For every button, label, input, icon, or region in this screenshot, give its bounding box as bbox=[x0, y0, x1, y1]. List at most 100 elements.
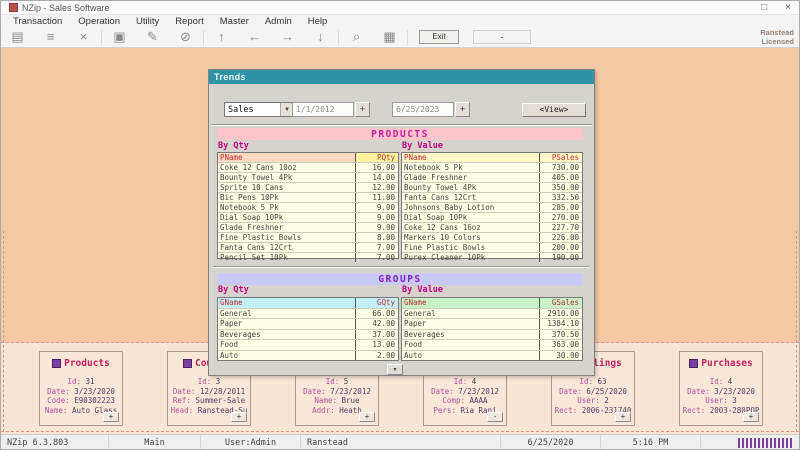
search-icon[interactable]: ⌕ bbox=[352, 29, 361, 44]
arrow-right-icon[interactable]: → bbox=[281, 29, 294, 44]
date-from-picker-button[interactable]: + bbox=[355, 102, 370, 117]
menu-item-help[interactable]: Help bbox=[307, 15, 328, 27]
card-products[interactable]: Products Id: 31 Date: 3/23/2020 Code: E9030… bbox=[39, 351, 123, 426]
trend-type-select[interactable]: Sales ▼ bbox=[224, 102, 294, 117]
table-row[interactable]: Fanta Cans 12Crt 332.50 bbox=[402, 193, 582, 203]
arrow-down-icon[interactable]: ↓ bbox=[317, 29, 324, 44]
dialog-titlebar[interactable]: Trends bbox=[209, 70, 594, 84]
table-row[interactable]: Glade Freshner 9.00 bbox=[218, 223, 398, 233]
table-row[interactable]: Johnsons Baby Lotion 285.00 bbox=[402, 203, 582, 213]
date-to-picker-button[interactable]: + bbox=[455, 102, 470, 117]
list-icon[interactable]: ≡ bbox=[46, 29, 55, 44]
column-header-value: PSales bbox=[540, 153, 582, 162]
table-row[interactable]: Bounty Towel 4Pk 14.00 bbox=[218, 173, 398, 183]
card-purchases[interactable]: Purchases Id: 4 Date: 3/23/2020 User: 3 Rect… bbox=[679, 351, 763, 426]
cell-name: Food bbox=[218, 340, 356, 350]
table-row[interactable]: Beverages 370.50 bbox=[402, 329, 582, 340]
card-title: Products bbox=[64, 357, 110, 369]
table-row[interactable]: General 2910.00 bbox=[402, 308, 582, 319]
card-field: Date: 12/28/2011 bbox=[168, 387, 250, 397]
table-row[interactable]: Bounty Towel 4Pk 350.00 bbox=[402, 183, 582, 193]
new-document-icon[interactable]: ▤ bbox=[11, 29, 24, 44]
field-label: Rect: bbox=[682, 405, 710, 415]
table-row[interactable]: Food 363.00 bbox=[402, 340, 582, 351]
table-row[interactable]: Paper 1384.10 bbox=[402, 319, 582, 330]
table-row[interactable]: Dial Soap 10Pk 9.00 bbox=[218, 213, 398, 223]
cell-value: 190.00 bbox=[551, 253, 579, 262]
status-segment: NZip 6.3.803 bbox=[1, 435, 109, 449]
cell-value: 370.50 bbox=[551, 329, 579, 339]
card-icon bbox=[182, 358, 192, 368]
table-row[interactable]: Food 13.00 bbox=[218, 340, 398, 351]
table-row[interactable]: Purex Cleaner 10Pk 190.00 bbox=[402, 253, 582, 262]
column-header-name: GName bbox=[402, 298, 540, 308]
card-expand-button[interactable]: + bbox=[231, 412, 247, 422]
table-row[interactable]: Paper 42.00 bbox=[218, 319, 398, 330]
field-value: 5 bbox=[343, 377, 349, 386]
table-row[interactable]: Fine Plastic Bowls 8.00 bbox=[218, 233, 398, 243]
chevron-down-icon[interactable]: ▼ bbox=[280, 103, 293, 116]
cell-value: 7.00 bbox=[376, 253, 395, 262]
menu-item-admin[interactable]: Admin bbox=[264, 15, 292, 27]
card-expand-button[interactable]: + bbox=[743, 412, 759, 422]
table-row[interactable]: Auto 30.00 bbox=[402, 350, 582, 360]
table-row[interactable]: Fanta Cans 12Crt 7.00 bbox=[218, 243, 398, 253]
field-value: 63 bbox=[597, 377, 607, 386]
card-field: Head: Ranstead-Su bbox=[168, 406, 250, 416]
table-row[interactable]: Bic Pens 10Pk 11.00 bbox=[218, 193, 398, 203]
cell-name: Fine Plastic Bowls bbox=[218, 233, 356, 242]
table-row[interactable]: Notebook 5 Pk 9.00 bbox=[218, 203, 398, 213]
table-row[interactable]: Markers 10 Colors 226.00 bbox=[402, 233, 582, 243]
cell-value: 66.00 bbox=[372, 308, 395, 318]
cell-name: Beverages bbox=[218, 329, 356, 339]
field-value: 12/28/2011 bbox=[199, 386, 246, 396]
arrow-up-icon[interactable]: ↑ bbox=[218, 29, 225, 44]
status-segment: 5:16 PM bbox=[601, 435, 701, 449]
cancel-icon[interactable]: ⊘ bbox=[180, 29, 191, 44]
exit-button[interactable]: Exit bbox=[419, 30, 459, 44]
save-icon[interactable]: ▣ bbox=[113, 29, 126, 44]
table-row[interactable]: Sprite 10 Cans 12.00 bbox=[218, 183, 398, 193]
card-expand-button[interactable]: + bbox=[103, 412, 119, 422]
cell-value: 405.00 bbox=[551, 173, 579, 182]
cell-value: 2.00 bbox=[376, 350, 395, 360]
table-row[interactable]: Auto 2.00 bbox=[218, 350, 398, 360]
maximize-icon[interactable]: □ bbox=[761, 1, 768, 13]
table-row[interactable]: Glade Freshner 405.00 bbox=[402, 173, 582, 183]
grid-icon[interactable]: ▦ bbox=[383, 29, 396, 44]
table-row[interactable]: General 66.00 bbox=[218, 308, 398, 319]
table-row[interactable]: Fine Plastic Bowls 200.00 bbox=[402, 243, 582, 253]
table-row[interactable]: Beverages 37.00 bbox=[218, 329, 398, 340]
card-expand-button[interactable]: - bbox=[487, 412, 503, 422]
card-field: Name: Auto Glass bbox=[40, 406, 122, 416]
table-row[interactable]: Notebook 5 Pk 730.00 bbox=[402, 163, 582, 173]
column-header-value: PQty bbox=[356, 153, 398, 162]
card-expand-button[interactable]: + bbox=[615, 412, 631, 422]
table-row[interactable]: Coke 12 Cans 10oz 16.00 bbox=[218, 163, 398, 173]
table-row[interactable]: Pencil Set 10Pk 7.00 bbox=[218, 253, 398, 262]
date-from-input[interactable]: 1/1/2012 bbox=[292, 102, 354, 117]
cell-name: Dial Soap 10Pk bbox=[402, 213, 540, 222]
toolbar-dropdown[interactable]: - bbox=[473, 30, 531, 44]
cell-value: 30.00 bbox=[556, 350, 579, 360]
pin-icon[interactable]: ✎ bbox=[147, 29, 158, 44]
products-by-qty-label: By Qty bbox=[218, 141, 249, 151]
arrow-left-icon[interactable]: ← bbox=[248, 29, 261, 44]
menu-item-operation[interactable]: Operation bbox=[78, 15, 121, 27]
table-header-row: GName GQty bbox=[218, 298, 398, 309]
card-expand-button[interactable]: + bbox=[359, 412, 375, 422]
menu-item-utility[interactable]: Utility bbox=[136, 15, 160, 27]
menu-item-report[interactable]: Report bbox=[175, 15, 204, 27]
close-icon[interactable]: × bbox=[785, 1, 791, 13]
table-row[interactable]: Dial Soap 10Pk 270.00 bbox=[402, 213, 582, 223]
view-button[interactable]: <View> bbox=[522, 103, 586, 117]
groups-by-qty-label: By Qty bbox=[218, 285, 249, 295]
date-to-input[interactable]: 6/25/2023 bbox=[392, 102, 454, 117]
cell-name: Food bbox=[402, 340, 540, 350]
products-section-header: PRODUCTS bbox=[217, 128, 583, 140]
scroll-down-button[interactable]: ▼ bbox=[387, 364, 403, 375]
menu-item-master[interactable]: Master bbox=[219, 15, 249, 27]
table-row[interactable]: Coke 12 Cans 16oz 227.70 bbox=[402, 223, 582, 233]
delete-icon[interactable]: × bbox=[79, 29, 88, 44]
menu-item-transaction[interactable]: Transaction bbox=[13, 15, 63, 27]
